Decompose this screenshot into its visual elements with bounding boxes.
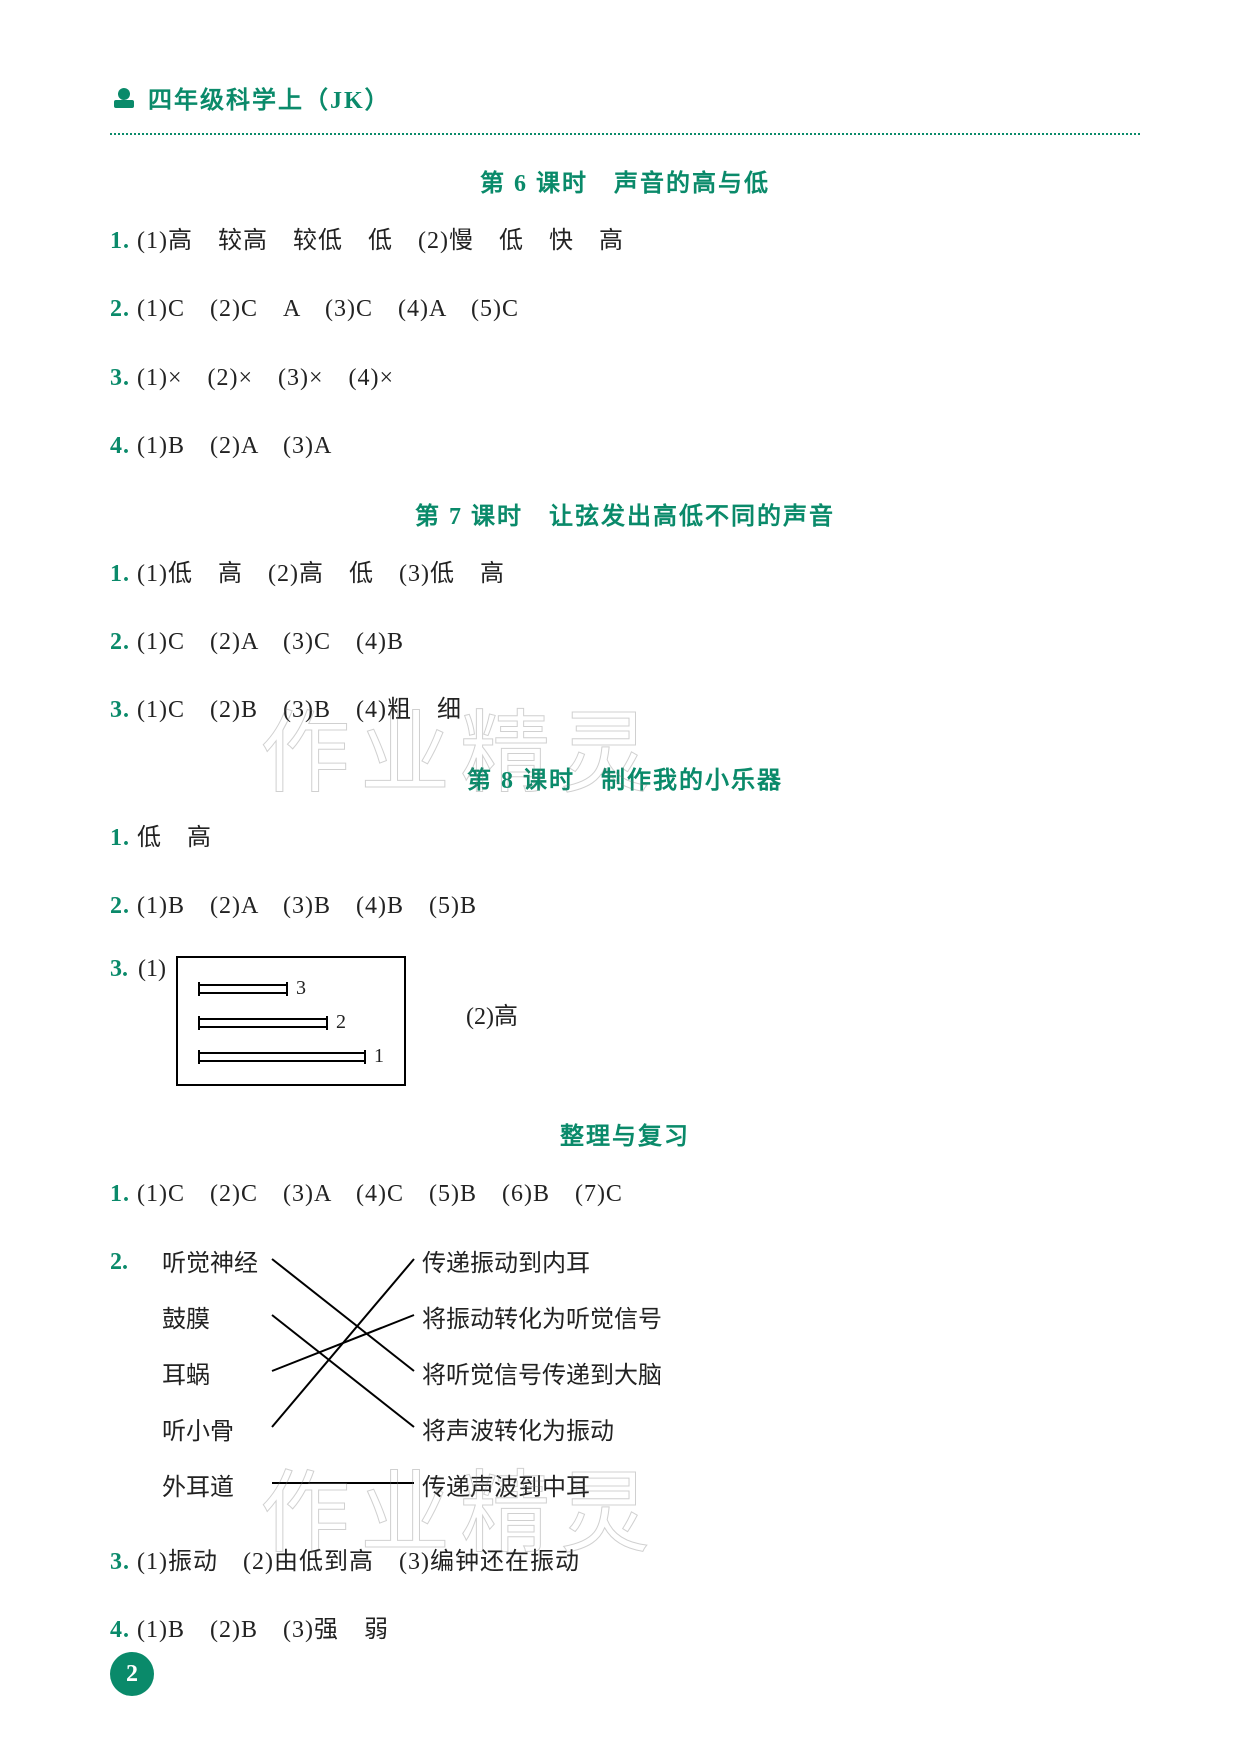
answer-line: 3. (1)× (2)× (3)× (4)×	[110, 359, 1140, 397]
match-right-item: 将声波转化为振动	[422, 1411, 614, 1446]
bar-shape	[198, 984, 288, 994]
section-title-8: 第 8 课时 制作我的小乐器	[110, 760, 1140, 795]
question-number: 3.	[110, 365, 130, 391]
question-number: 3.	[110, 956, 128, 983]
question-number: 2.	[110, 893, 130, 919]
answer-line: 4. (1)B (2)B (3)强 弱	[110, 1611, 1140, 1649]
answer-text: (1)高 较高 较低 低 (2)慢 低 快 高	[137, 228, 624, 254]
answer-text: (1)C (2)C A (3)C (4)A (5)C	[137, 296, 519, 322]
match-right-item: 将振动转化为听觉信号	[422, 1299, 662, 1334]
question-number: 2.	[110, 629, 130, 655]
answer-line: 3. (1)C (2)B (3)B (4)粗 细	[110, 691, 1140, 729]
bar-diagram-row: 3. (1) 3 2 1 (2)高	[110, 956, 1140, 1086]
answer-text: (1)低 高 (2)高 低 (3)低 高	[137, 561, 505, 587]
bar-shape	[198, 1052, 366, 1062]
question-number: 1.	[110, 825, 130, 851]
answer-text: (1)C (2)B (3)B (4)粗 细	[137, 697, 462, 723]
answer-text: (1)× (2)× (3)× (4)×	[137, 365, 394, 391]
section-title-7: 第 7 课时 让弦发出高低不同的声音	[110, 496, 1140, 531]
match-left-item: 鼓膜	[162, 1299, 210, 1334]
page-title: 四年级科学上（JK）	[148, 80, 391, 115]
question-number: 4.	[110, 433, 130, 459]
answer-text: (1)C (2)A (3)C (4)B	[137, 629, 404, 655]
section-title-6: 第 6 课时 声音的高与低	[110, 163, 1140, 198]
answer-line: 1. (1)低 高 (2)高 低 (3)低 高	[110, 555, 1140, 593]
answer-line: 2. (1)C (2)C A (3)C (4)A (5)C	[110, 290, 1140, 328]
match-left-item: 听小骨	[162, 1411, 234, 1446]
question-number: 1.	[110, 1181, 130, 1207]
page-header: 四年级科学上（JK）	[110, 80, 1140, 115]
answer-text: 低 高	[137, 825, 212, 851]
answer-line: 4. (1)B (2)A (3)A	[110, 427, 1140, 465]
answer-line: 1. (1)C (2)C (3)A (4)C (5)B (6)B (7)C	[110, 1175, 1140, 1213]
bar-label: 1	[374, 1045, 384, 1068]
bar-row: 3	[198, 977, 384, 1000]
match-right-item: 将听觉信号传递到大脑	[422, 1355, 662, 1390]
bar-diagram-box: 3 2 1	[176, 956, 406, 1086]
answer-text: (2)高	[466, 996, 518, 1031]
bar-row: 1	[198, 1045, 384, 1068]
answer-line: 1. (1)高 较高 较低 低 (2)慢 低 快 高	[110, 222, 1140, 260]
section-title-review: 整理与复习	[110, 1116, 1140, 1151]
bar-row: 2	[198, 1011, 384, 1034]
question-number: 2.	[110, 1243, 128, 1281]
match-right-item: 传递振动到内耳	[422, 1243, 590, 1278]
question-number: 1.	[110, 561, 130, 587]
match-left-item: 听觉神经	[162, 1243, 258, 1278]
match-left-item: 外耳道	[162, 1467, 234, 1502]
page-number-badge: 2	[110, 1652, 154, 1696]
question-number: 2.	[110, 296, 130, 322]
match-left-item: 耳蜗	[162, 1355, 210, 1390]
answer-text: (1)B (2)B (3)强 弱	[137, 1617, 389, 1643]
answer-text: (1)C (2)C (3)A (4)C (5)B (6)B (7)C	[137, 1181, 623, 1207]
question-number: 1.	[110, 228, 130, 254]
question-number: 3.	[110, 1549, 130, 1575]
answer-text: (1)B (2)A (3)B (4)B (5)B	[137, 893, 477, 919]
book-icon	[110, 84, 138, 112]
sub-label: (1)	[138, 956, 166, 983]
question-number: 3.	[110, 697, 130, 723]
answer-line: 3. (1)振动 (2)由低到高 (3)编钟还在振动	[110, 1543, 1140, 1581]
answer-text: (1)振动 (2)由低到高 (3)编钟还在振动	[137, 1549, 580, 1575]
answer-line: 2. (1)B (2)A (3)B (4)B (5)B	[110, 887, 1140, 925]
answer-text: (1)B (2)A (3)A	[137, 433, 332, 459]
match-right-item: 传递声波到中耳	[422, 1467, 590, 1502]
answer-line: 2. (1)C (2)A (3)C (4)B	[110, 623, 1140, 661]
matching-diagram: 听觉神经鼓膜耳蜗听小骨外耳道 传递振动到内耳将振动转化为听觉信号将听觉信号传递到大…	[132, 1243, 752, 1523]
bar-shape	[198, 1018, 328, 1028]
header-divider	[110, 133, 1140, 135]
bar-label: 2	[336, 1011, 346, 1034]
question-number: 4.	[110, 1617, 130, 1643]
bar-label: 3	[296, 977, 306, 1000]
answer-line: 1. 低 高	[110, 819, 1140, 857]
